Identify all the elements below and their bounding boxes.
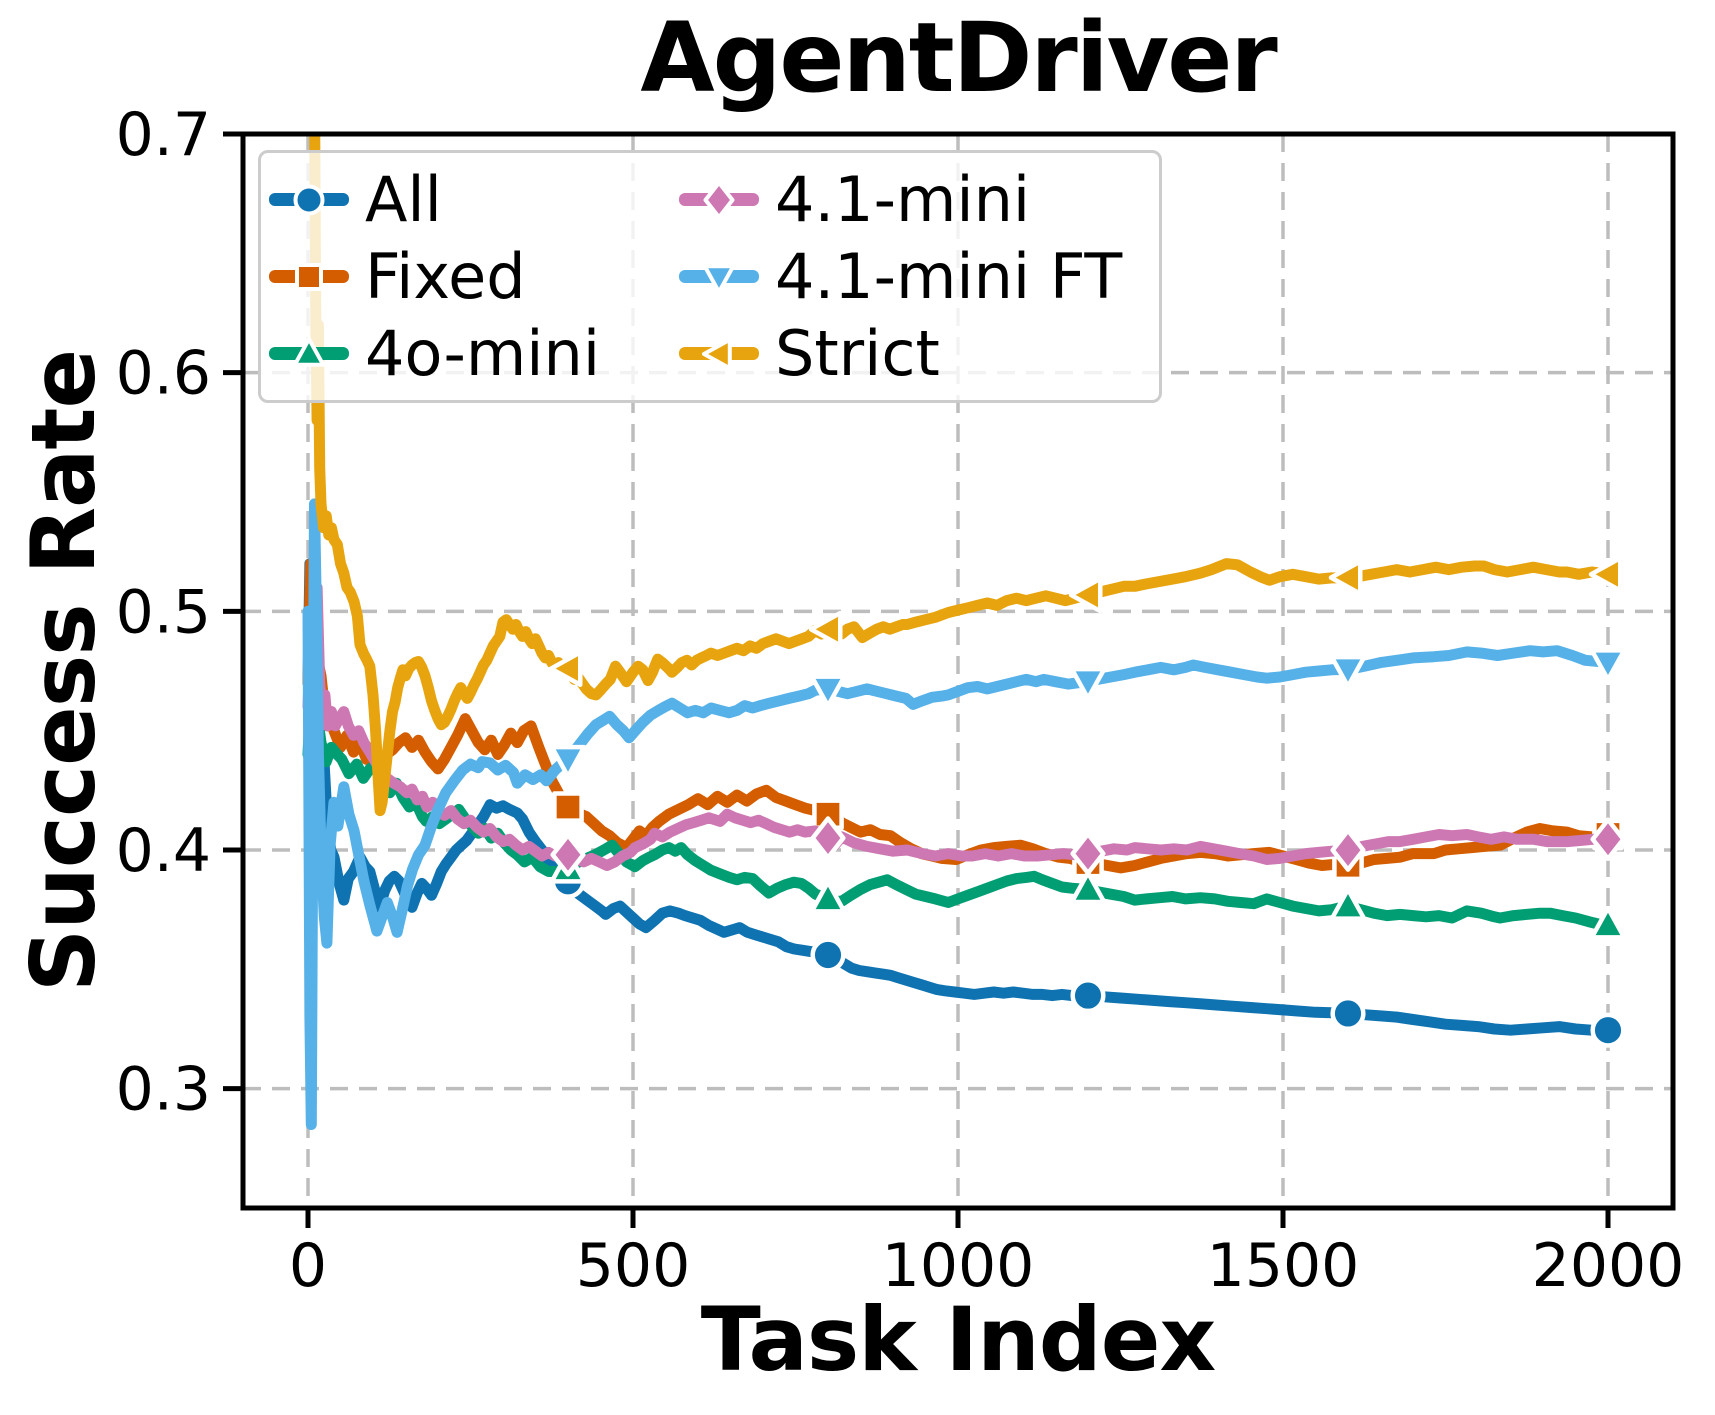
legend-label: All xyxy=(365,162,442,236)
series-line-fixed xyxy=(302,558,1614,874)
legend-label: 4.1-mini xyxy=(775,162,1031,236)
legend-item-4-1-mini-ft: 4.1-mini FT xyxy=(679,238,1149,315)
legend-line-swatch xyxy=(269,262,349,291)
series-marker-triangle-down-icon xyxy=(809,674,847,709)
legend-item-fixed: Fixed xyxy=(269,238,679,315)
x-tick-label: 0 xyxy=(289,1231,327,1301)
x-tick-label: 1500 xyxy=(1207,1231,1360,1301)
series-marker-circle-icon xyxy=(1070,978,1106,1014)
legend-marker-diamond-icon xyxy=(703,180,735,219)
x-tick-label: 500 xyxy=(576,1231,691,1301)
legend-label: Fixed xyxy=(365,239,526,313)
series-line-4-1-mini xyxy=(302,582,1614,871)
legend-item-strict: Strict xyxy=(679,315,1149,392)
chart-title: AgentDriver xyxy=(640,2,1277,114)
legend-label: 4.1-mini FT xyxy=(775,239,1123,313)
series-marker-triangle-left-icon xyxy=(1328,559,1363,597)
series-marker-diamond-icon xyxy=(810,816,846,860)
legend-marker-square-icon xyxy=(295,262,323,291)
series-marker-diamond-icon xyxy=(1330,828,1366,872)
series-line-4-1-mini-ft xyxy=(302,498,1614,1130)
legend-label: 4o-mini xyxy=(365,316,601,390)
x-axis-label: Task Index xyxy=(700,1288,1216,1391)
legend-marker-triangle-up-icon xyxy=(292,336,326,367)
legend-label: Strict xyxy=(775,316,940,390)
series-marker-triangle-down-icon xyxy=(1069,666,1107,701)
legend-item-4-1-mini: 4.1-mini xyxy=(679,161,1149,238)
series-marker-triangle-down-icon xyxy=(1589,648,1627,682)
legend: All Fixed 4o-mini 4.1-mini 4.1-mini FT Strict xyxy=(258,150,1162,403)
series-marker-diamond-icon xyxy=(1590,817,1626,862)
legend-line-swatch xyxy=(679,263,759,294)
series-marker-triangle-down-icon xyxy=(549,744,587,779)
legend-marker-circle-icon xyxy=(293,184,325,215)
legend-item-4o-mini: 4o-mini xyxy=(269,315,679,392)
legend-marker-triangle-down-icon xyxy=(702,263,736,294)
legend-marker-triangle-left-icon xyxy=(702,337,732,370)
legend-line-swatch xyxy=(679,180,759,219)
series-line-strict xyxy=(309,134,1614,817)
series-marker-triangle-left-icon xyxy=(1588,555,1623,593)
series-line-all xyxy=(302,558,1614,1036)
y-tick-label: 0.6 xyxy=(116,339,211,409)
y-tick-label: 0.5 xyxy=(116,577,211,647)
series-marker-triangle-up-icon xyxy=(809,879,847,914)
series-marker-triangle-up-icon xyxy=(1589,905,1627,940)
series-marker-triangle-up-icon xyxy=(1329,887,1367,921)
legend-item-all: All xyxy=(269,161,679,238)
series-marker-triangle-left-icon xyxy=(1068,576,1103,614)
series-group xyxy=(302,134,1627,1130)
y-axis-label: Success Rate xyxy=(12,349,115,993)
series-marker-triangle-left-icon xyxy=(808,610,843,648)
legend-line-swatch xyxy=(679,337,759,370)
legend-line-swatch xyxy=(269,336,349,367)
legend-line-swatch xyxy=(269,184,349,215)
series-marker-square-icon xyxy=(812,798,844,831)
series-marker-circle-icon xyxy=(1590,1012,1626,1048)
y-tick-label: 0.3 xyxy=(116,1055,211,1125)
y-tick-label: 0.7 xyxy=(116,100,211,170)
series-marker-square-icon xyxy=(552,791,584,823)
series-marker-circle-icon xyxy=(1330,996,1366,1031)
series-marker-triangle-left-icon xyxy=(548,650,583,688)
axis-ticks: 0 500 1000 1500 2000 0.3 0.4 0.5 0.6 0.7 xyxy=(116,100,1685,1301)
y-tick-label: 0.4 xyxy=(116,816,211,886)
series-marker-diamond-icon xyxy=(550,832,586,877)
series-marker-diamond-icon xyxy=(1070,831,1106,876)
series-marker-triangle-down-icon xyxy=(1329,654,1367,689)
x-tick-label: 1000 xyxy=(882,1231,1035,1301)
x-tick-label: 2000 xyxy=(1532,1231,1685,1301)
series-marker-circle-icon xyxy=(810,937,846,973)
series-marker-triangle-up-icon xyxy=(1069,870,1107,905)
